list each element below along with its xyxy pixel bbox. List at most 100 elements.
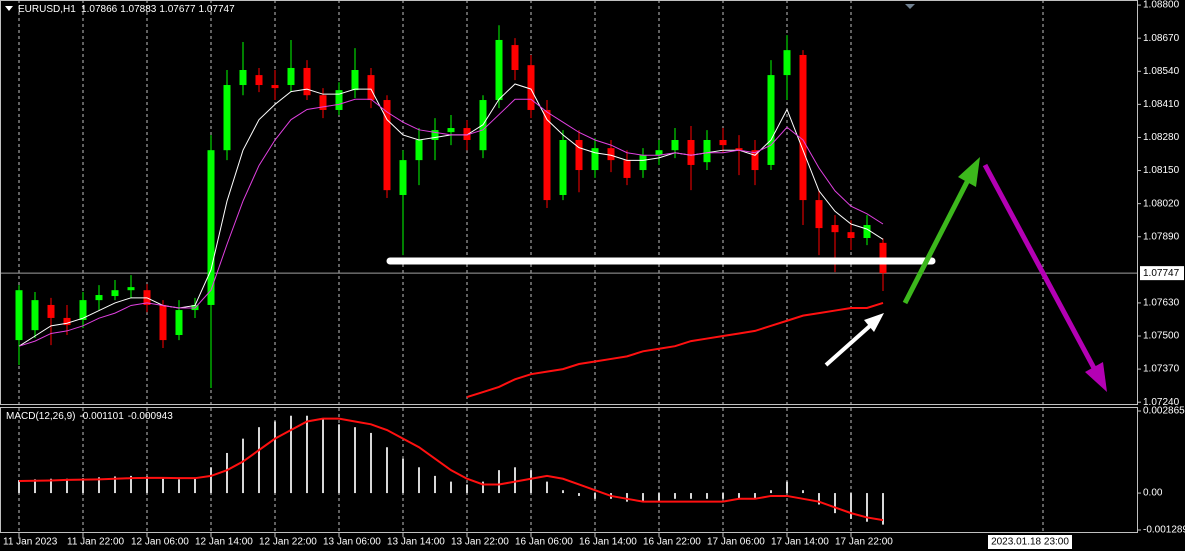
macd-bar	[578, 493, 580, 496]
x-tick-label: 11 Jan 2023	[3, 537, 58, 548]
x-tick-label: 12 Jan 14:00	[195, 537, 253, 548]
macd-bar	[290, 415, 292, 494]
pointer-arrow-head	[864, 313, 884, 332]
candle-body	[815, 200, 823, 229]
macd-bar	[530, 470, 532, 494]
x-tick-label: 12 Jan 22:00	[259, 537, 317, 548]
candle-body	[831, 225, 839, 233]
candle-body	[399, 160, 407, 195]
candle-body	[655, 150, 663, 156]
y-tick-label: 1.07890	[1143, 231, 1180, 242]
candle-body	[287, 67, 295, 86]
x-tick-label: 13 Jan 06:00	[323, 537, 381, 548]
candle-body	[447, 128, 455, 133]
y-tick-label: 1.08670	[1143, 33, 1180, 44]
macd-bar	[370, 432, 372, 494]
macd-bar	[866, 493, 868, 522]
down-arrow-head	[1085, 362, 1107, 392]
y-tick-label: 1.08540	[1143, 66, 1180, 77]
readout-low: 1.07677	[159, 4, 196, 15]
macd-header: MACD(12,26,9) -0.001101 -0.000943	[6, 411, 173, 422]
y-tick-label: 1.07630	[1143, 298, 1180, 309]
candle-body	[367, 75, 375, 101]
symbol-title: EURUSD,H1	[18, 4, 76, 15]
candle-body	[95, 295, 103, 301]
up-arrow-head	[958, 157, 980, 187]
header-arrow	[5, 6, 13, 11]
macd-bar	[834, 493, 836, 514]
macd-bar	[466, 484, 468, 494]
x-tick-label: 16 Jan 06:00	[515, 537, 573, 548]
macd-bar	[738, 493, 740, 499]
macd-bar	[594, 493, 596, 499]
macd-bar	[482, 481, 484, 494]
y-tick-label: 1.07240	[1143, 397, 1180, 408]
macd-bar	[98, 477, 100, 494]
candle-body	[239, 70, 247, 86]
macd-panel-frame	[0, 407, 1138, 533]
macd-bar	[770, 490, 772, 494]
macd-bar	[162, 478, 164, 494]
candle-body	[495, 39, 503, 101]
macd-bar	[50, 478, 52, 494]
x-tick-label: 13 Jan 22:00	[451, 537, 509, 548]
candle-body	[623, 160, 631, 178]
y-tick-label: 1.08020	[1143, 198, 1180, 209]
macd-bar	[754, 493, 756, 499]
candle-body	[159, 304, 167, 341]
macd-bar	[338, 424, 340, 494]
candle-body	[703, 140, 711, 163]
macd-bar	[386, 447, 388, 494]
candle-body	[271, 85, 279, 89]
main-panel-frame	[0, 0, 1138, 405]
x-tick-label: 17 Jan 22:00	[835, 537, 893, 548]
macd-bar	[658, 493, 660, 502]
macd-bar	[514, 467, 516, 494]
candle-body	[111, 290, 119, 297]
candle-body	[799, 54, 807, 201]
macd-bar	[818, 493, 820, 505]
candle-body	[687, 140, 695, 165]
candle-body	[463, 128, 471, 141]
candle-body	[783, 50, 791, 76]
cursor-time: 2023.01.18 23:00	[991, 537, 1069, 548]
macd-bar	[306, 415, 308, 494]
candle-body	[79, 300, 87, 320]
y-tick-label: -0.001289	[1143, 525, 1185, 536]
candle-body	[639, 155, 647, 171]
signal-line	[18, 417, 884, 522]
candle-body	[31, 300, 39, 331]
y-tick-label: 1.08800	[1143, 0, 1180, 11]
candle-body	[719, 140, 727, 146]
macd-bar	[194, 478, 196, 494]
bid-label: 1.07747	[1143, 268, 1180, 279]
candle-body	[15, 290, 23, 341]
candle-body	[255, 75, 263, 86]
readout-open: 1.07866	[81, 4, 118, 15]
macd-bar	[210, 467, 212, 494]
candle-body	[127, 287, 135, 291]
plot	[15, 25, 887, 525]
x-tick-label: 16 Jan 22:00	[643, 537, 701, 548]
macd-bar	[562, 490, 564, 494]
readout-high: 1.07883	[120, 4, 157, 15]
candle-body	[415, 140, 423, 161]
macd-bar	[802, 490, 804, 494]
up-arrow-shaft	[902, 178, 971, 305]
y-tick-label: 1.08410	[1143, 99, 1180, 110]
macd-bar	[418, 467, 420, 494]
candle-body	[303, 67, 311, 96]
candle-body	[63, 317, 71, 326]
macd-bar	[130, 475, 132, 494]
candle-body	[383, 100, 391, 191]
candle-body	[575, 140, 583, 171]
candle-body	[511, 45, 519, 71]
macd-bar	[722, 493, 724, 499]
macd-bar	[34, 479, 36, 494]
chart-header: EURUSD,H1 1.07866 1.07883 1.07677 1.07747	[18, 4, 235, 15]
macd-bar	[450, 481, 452, 494]
candle-body	[351, 70, 359, 91]
x-tick-label: 17 Jan 06:00	[707, 537, 765, 548]
candle-body	[175, 310, 183, 335]
